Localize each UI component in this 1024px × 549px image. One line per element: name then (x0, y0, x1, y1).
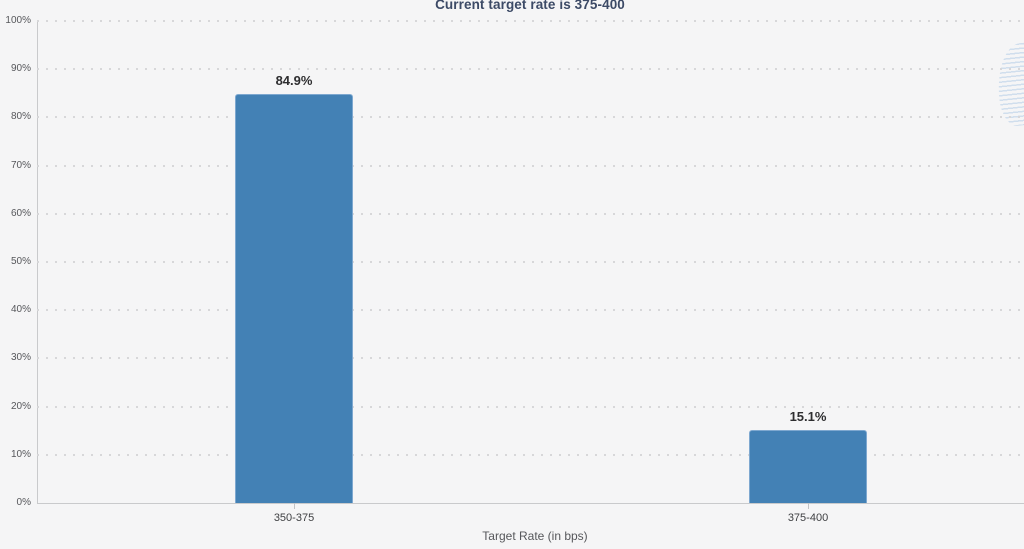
y-tick-label: 70% (10, 159, 31, 171)
y-tick-label: 60% (10, 207, 31, 219)
gridline (37, 261, 1024, 263)
cme-logo-watermark (993, 42, 1024, 128)
y-tick-label: 30% (10, 352, 31, 364)
y-tick-label: 80% (10, 111, 31, 123)
y-tick-label: 100% (5, 15, 31, 26)
chart-title: Current target rate is 375-400 (435, 0, 625, 12)
gridline (37, 116, 1024, 119)
x-tick-label: 375-400 (787, 512, 829, 524)
x-tick-label: 350-375 (273, 512, 315, 524)
y-tick-label: 90% (10, 63, 31, 75)
bar-value-label: 84.9% (275, 72, 313, 88)
bar-350-375[interactable] (235, 93, 353, 503)
x-tick-mark (808, 503, 809, 509)
x-axis-title: Target Rate (in bps) (482, 529, 588, 543)
bar-value-label: 15.1% (789, 409, 827, 425)
gridline (37, 20, 1024, 22)
bar-375-400[interactable] (749, 430, 867, 503)
x-tick-mark (294, 503, 295, 509)
y-tick-label: 50% (10, 256, 31, 267)
gridline (37, 453, 1024, 456)
gridline (37, 405, 1024, 408)
y-tick-label: 10% (10, 448, 31, 460)
gridline (37, 357, 1024, 360)
gridline (37, 164, 1024, 167)
gridline (37, 212, 1024, 215)
x-axis-line (37, 503, 1024, 504)
y-tick-label: 0% (16, 497, 31, 508)
y-tick-label: 40% (10, 304, 31, 316)
gridline (37, 309, 1024, 312)
y-tick-label: 20% (10, 400, 31, 412)
gridline (37, 68, 1024, 71)
